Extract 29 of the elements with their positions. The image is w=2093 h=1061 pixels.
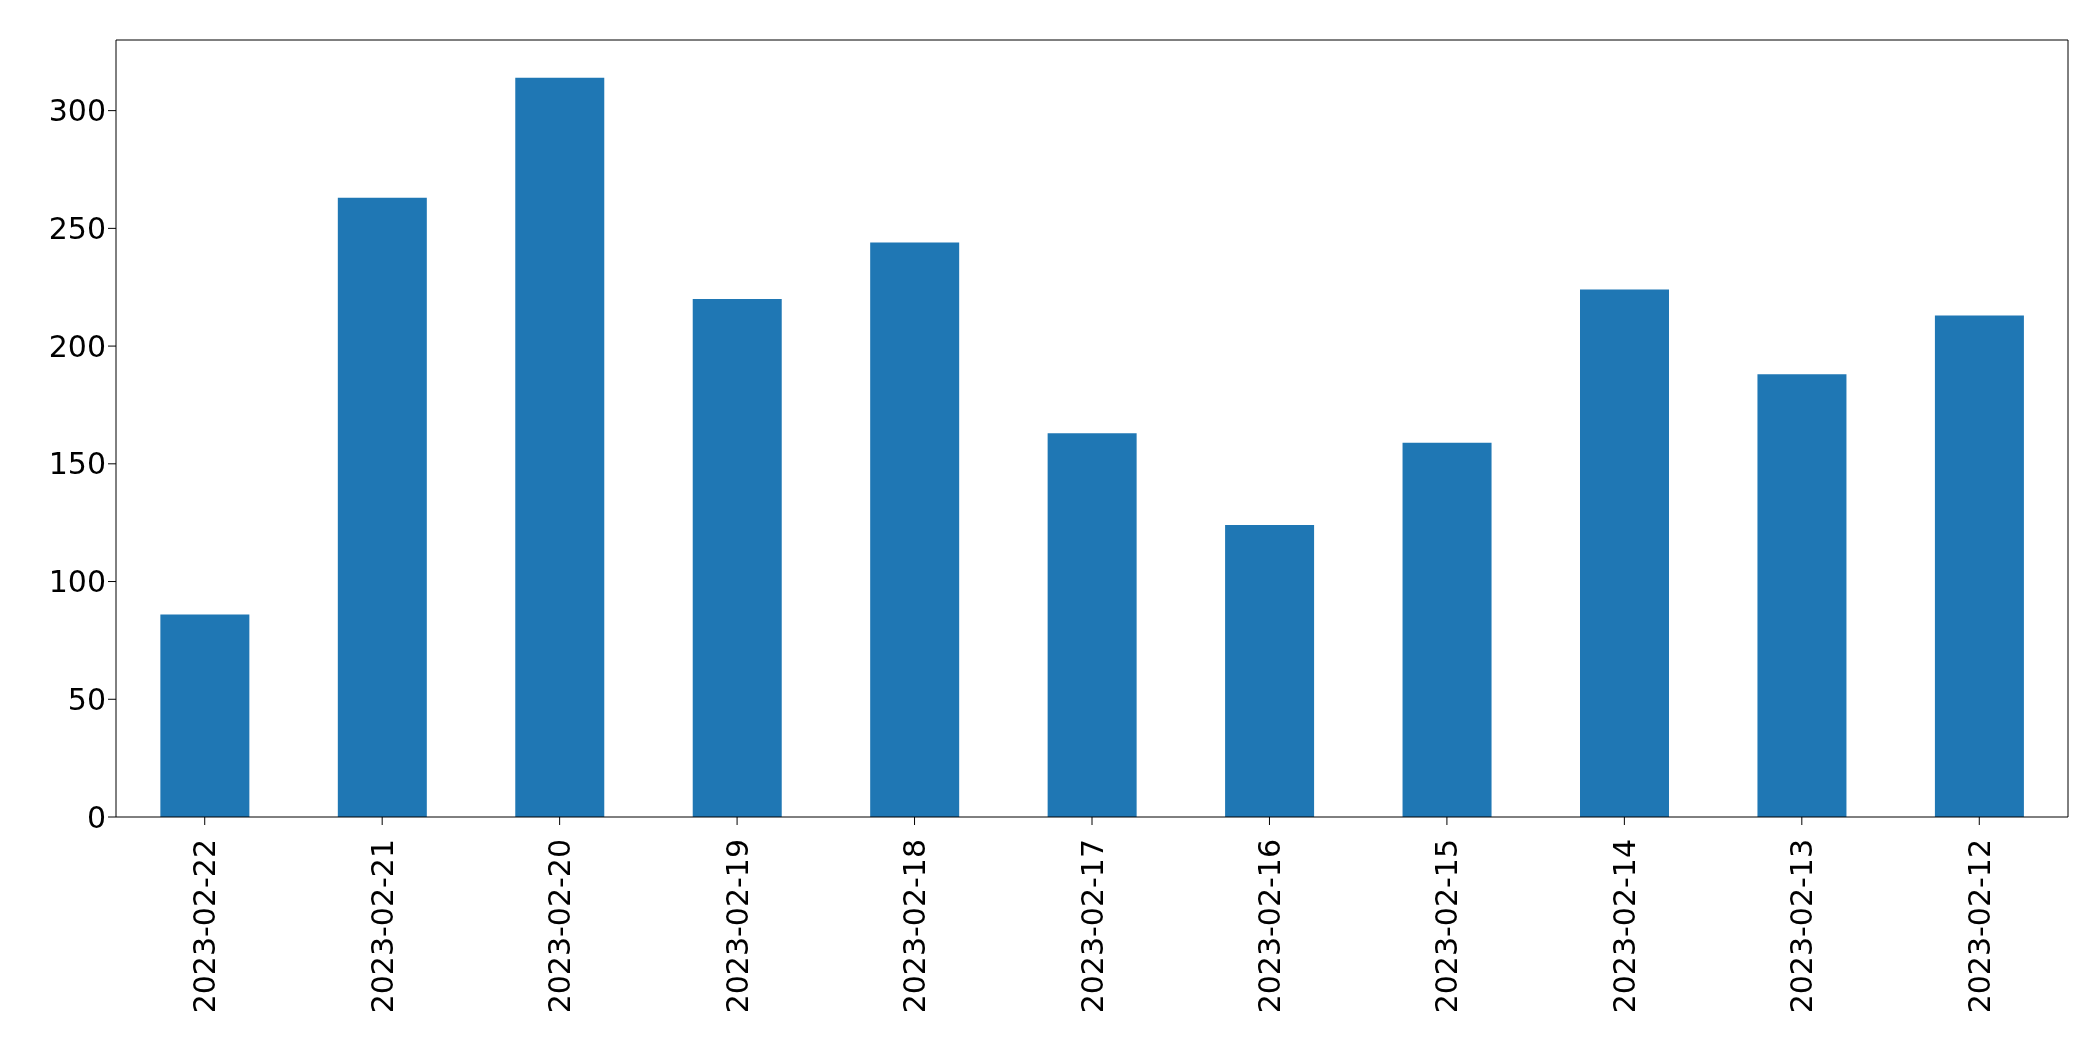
y-tick-label: 150 [48, 446, 106, 482]
bar [1934, 315, 2024, 817]
y-tick-label: 0 [86, 799, 106, 835]
y-tick-label: 250 [48, 211, 106, 247]
bar [1225, 525, 1315, 817]
bar [160, 614, 250, 817]
x-tick-label: 2023-02-12 [1961, 839, 1997, 1014]
x-tick-label: 2023-02-21 [364, 839, 400, 1014]
bar [1757, 374, 1847, 817]
y-tick-label: 100 [48, 564, 106, 600]
x-tick-label: 2023-02-19 [719, 839, 755, 1014]
bar [1402, 442, 1492, 817]
x-tick-label: 2023-02-17 [1074, 839, 1110, 1014]
x-tick-label: 2023-02-13 [1784, 839, 1820, 1014]
x-tick-label: 2023-02-16 [1251, 839, 1287, 1014]
bar [1047, 433, 1137, 817]
bar [870, 242, 960, 817]
y-tick-label: 200 [48, 328, 106, 364]
y-tick-label: 300 [48, 93, 106, 129]
x-tick-label: 2023-02-14 [1606, 839, 1642, 1014]
bar [692, 299, 782, 817]
bar [1580, 289, 1669, 817]
x-tick-label: 2023-02-22 [187, 839, 223, 1014]
bar [337, 197, 427, 817]
y-tick-label: 50 [67, 681, 106, 717]
bar [515, 77, 605, 817]
x-tick-label: 2023-02-20 [542, 839, 578, 1014]
x-tick-label: 2023-02-15 [1429, 839, 1465, 1014]
x-tick-label: 2023-02-18 [897, 839, 933, 1014]
